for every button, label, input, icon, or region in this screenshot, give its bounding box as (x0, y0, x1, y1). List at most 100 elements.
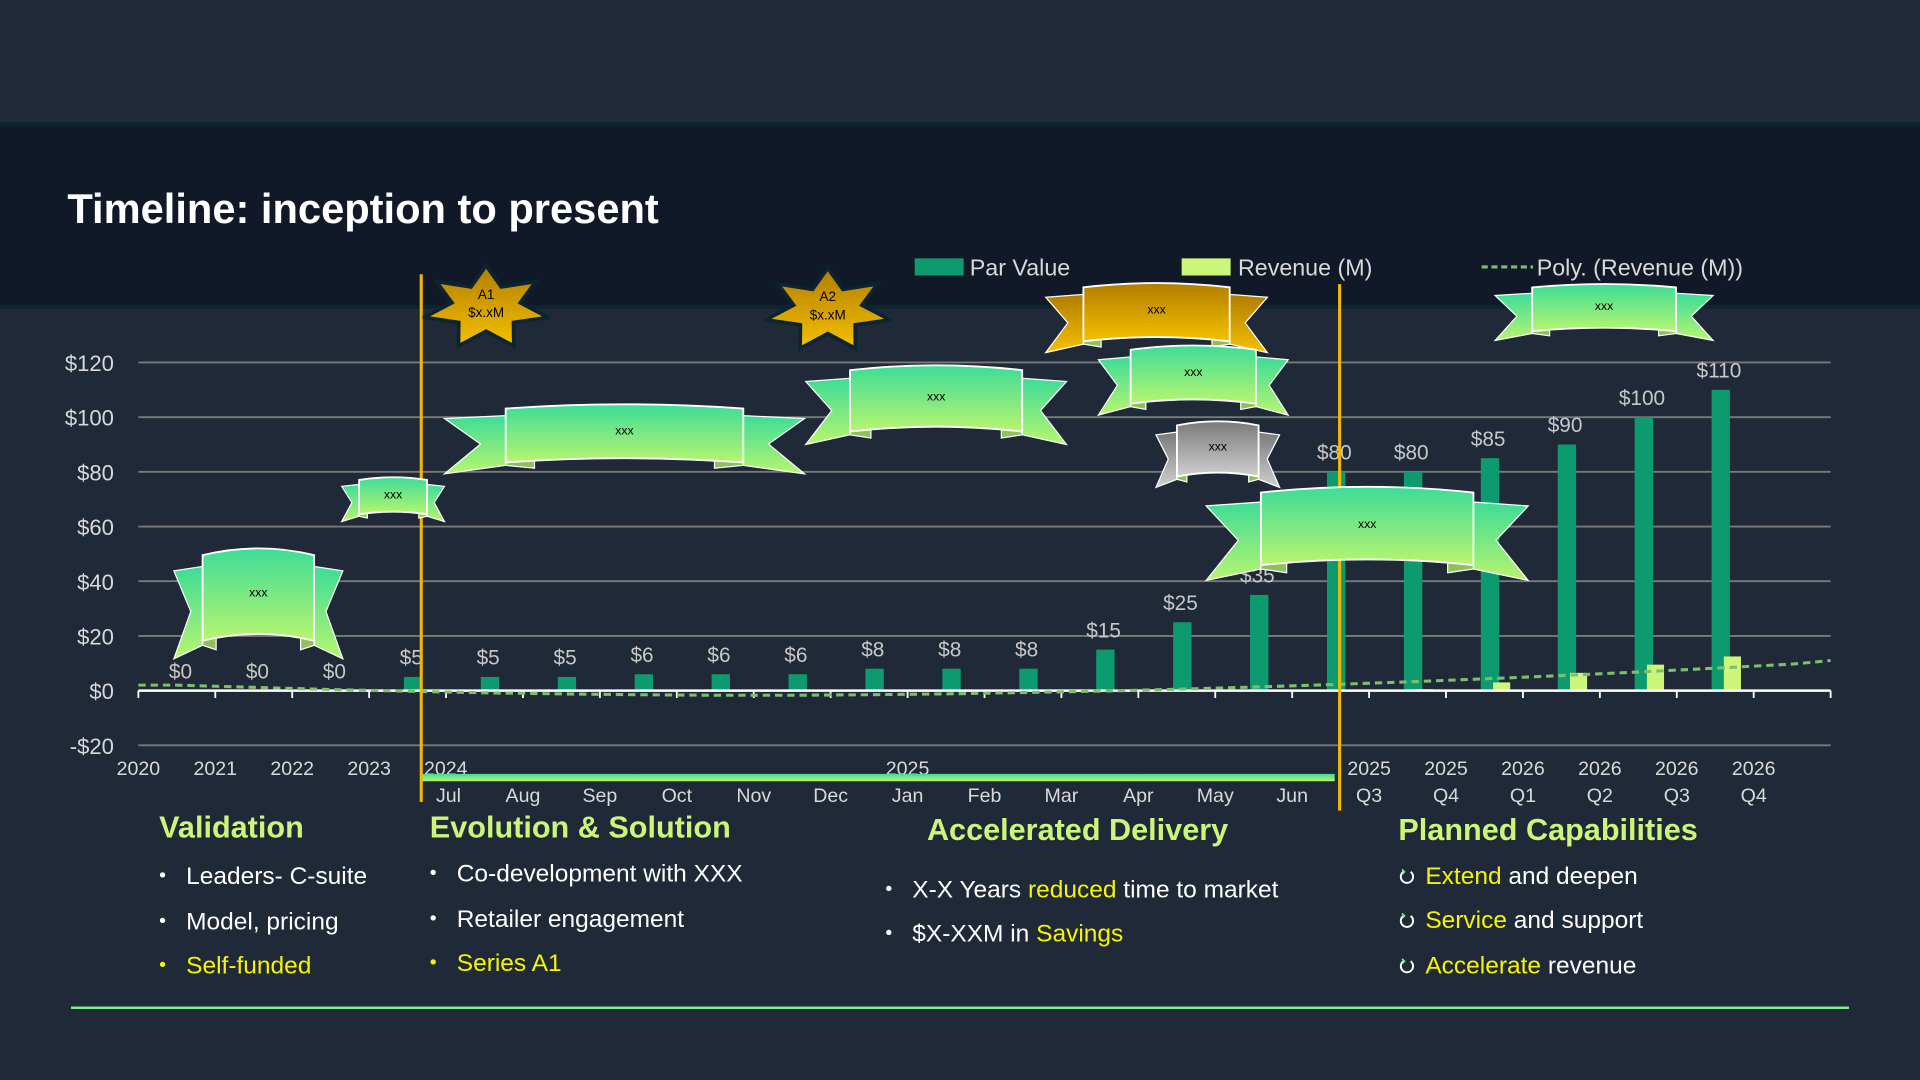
star-text-line2: $x.xM (468, 306, 505, 321)
bar-value-label: $100 (1619, 387, 1665, 410)
bar-value-label: $15 (1086, 619, 1121, 642)
ribbon-text: xxx (926, 390, 946, 404)
x-label-bottom: Q3 (1356, 785, 1382, 807)
phase-list-item: • $X-XXM in Savings (885, 920, 1124, 949)
ribbon-callout: xxx (1098, 344, 1288, 415)
bullet: • (159, 955, 167, 976)
x-label-top: 2026 (1578, 758, 1622, 780)
legend-label: Revenue (M) (1238, 255, 1372, 281)
phase-list-item: • Model, pricing (159, 908, 339, 937)
y-tick-label: $100 (65, 406, 114, 431)
x-label-top: 2025 (1347, 758, 1391, 780)
bar-value-label: $6 (630, 644, 653, 667)
revenue-bar (1723, 656, 1741, 691)
bar-value-label: $6 (707, 644, 730, 667)
star-text-line1: A1 (477, 287, 495, 303)
ribbon-callout: xxx (444, 403, 804, 474)
phase-list-item: Service and support (1399, 907, 1644, 935)
x-label-bottom: Q3 (1664, 785, 1690, 807)
ribbon-text: xxx (1357, 517, 1377, 532)
phase-list-item: • Co-development with XXX (430, 860, 743, 889)
x-label-bottom: Mar (1045, 785, 1079, 807)
x-label-top: 2026 (1732, 758, 1776, 780)
title-band (0, 122, 1920, 309)
y-tick-label: $120 (65, 351, 114, 376)
x-label-bottom: Jun (1276, 785, 1308, 807)
bar-value-label: $80 (1317, 442, 1352, 465)
x-label-bottom: Apr (1123, 785, 1154, 807)
x-label-bottom: Q4 (1433, 785, 1459, 807)
x-label-bottom: May (1197, 785, 1234, 807)
item-text: Leaders- C-suite (186, 863, 368, 891)
y-tick-label: -$20 (70, 734, 114, 759)
phase-list-item: • Retailer engagement (430, 906, 685, 934)
revenue-bar (1493, 682, 1511, 691)
item-text: Model, pricing (186, 908, 339, 936)
ribbon-text: xxx (1184, 366, 1203, 381)
bar-value-label: $0 (169, 660, 192, 683)
par-value-bar (480, 676, 500, 691)
highlighted-text: Series A1 (456, 950, 562, 978)
ribbon-callout: xxx (1046, 282, 1268, 353)
par-value-bar (1711, 389, 1730, 691)
bar-value-label: $0 (246, 660, 269, 683)
phase-heading: Planned Capabilities (1398, 813, 1698, 848)
ribbon-text: xxx (1594, 299, 1614, 314)
legend-swatch-par (914, 258, 964, 276)
x-label-bottom: Feb (968, 785, 1002, 807)
y-tick-label: $80 (77, 460, 114, 485)
bar-value-label: $110 (1697, 360, 1742, 383)
phase-list-item: • Series A1 (430, 950, 562, 978)
x-label-top: 2022 (270, 758, 314, 780)
bullet: • (159, 865, 167, 887)
par-value-bar (1557, 444, 1577, 691)
bar-value-label: $80 (1394, 442, 1429, 465)
ribbon-callout: xxx (1156, 420, 1280, 487)
cycle-icon (1398, 912, 1415, 935)
highlighted-text: Service (1425, 907, 1507, 935)
y-tick-label: $20 (77, 624, 114, 649)
bottom-divider (71, 1006, 1849, 1009)
y-tick-label: $0 (89, 679, 114, 704)
x-label-top: 2023 (347, 758, 391, 780)
revenue-bar (1646, 664, 1665, 691)
bar-value-label: $0 (323, 660, 346, 683)
highlighted-text: Savings (1036, 920, 1124, 948)
x-label-bottom: Jul (436, 785, 461, 807)
x-label-bottom: Q4 (1741, 785, 1767, 807)
ribbon-callout: xxx (342, 476, 445, 521)
bullet: • (159, 911, 167, 932)
phase-list-item: • Leaders- C-suite (159, 863, 368, 891)
ribbon-text: xxx (1147, 304, 1166, 318)
cycle-icon (1398, 868, 1415, 891)
poly-trend-line (138, 659, 1831, 697)
bar-value-label: $5 (554, 647, 577, 670)
item-text: revenue (1541, 952, 1637, 980)
bar-value-label: $8 (1015, 638, 1038, 661)
highlighted-text: Extend (1425, 863, 1502, 891)
funding-star-callout: A1 $x.xM (422, 262, 549, 350)
item-text: X-X Years (912, 876, 1028, 904)
bullet: • (429, 863, 437, 885)
item-text: Retailer engagement (456, 906, 685, 934)
item-text: Co-development with XXX (456, 860, 743, 888)
ribbon-text: xxx (249, 586, 268, 600)
par-value-bar (1096, 649, 1115, 691)
highlighted-text: Accelerate (1425, 952, 1542, 980)
ribbon-text: xxx (1208, 440, 1227, 455)
bar-value-label: $8 (861, 638, 884, 661)
star-text-line2: $x.xM (809, 308, 846, 324)
par-value-bar (942, 668, 961, 691)
par-value-bar (865, 668, 884, 691)
y-tick-label: $60 (77, 515, 114, 540)
bar-value-label: $5 (477, 647, 500, 670)
par-value-bar (1173, 622, 1192, 691)
highlighted-text: reduced (1027, 876, 1117, 904)
item-text: and support (1506, 907, 1644, 935)
bullet: • (885, 879, 893, 901)
highlighted-text: Self-funded (186, 952, 312, 980)
item-text: and deepen (1501, 863, 1638, 891)
x-label-top: 2020 (117, 758, 161, 780)
legend-swatch-revenue (1181, 258, 1231, 276)
